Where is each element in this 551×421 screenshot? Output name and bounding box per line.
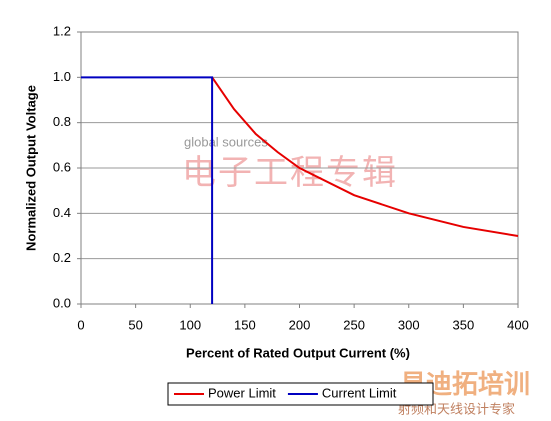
legend-label: Power Limit: [208, 385, 276, 400]
x-tick-label: 150: [234, 317, 256, 332]
y-axis-title: Normalized Output Voltage: [23, 85, 38, 251]
x-tick-label: 200: [289, 317, 311, 332]
x-tick-label: 250: [343, 317, 365, 332]
x-tick-label: 300: [398, 317, 420, 332]
x-tick-label: 0: [77, 317, 84, 332]
x-tick-label: 50: [128, 317, 142, 332]
watermark: 电子工程专辑: [182, 154, 398, 192]
y-tick-label: 0.0: [53, 295, 71, 310]
x-tick-label: 350: [453, 317, 475, 332]
x-axis-title: Percent of Rated Output Current (%): [186, 345, 410, 360]
x-tick-label: 400: [507, 317, 529, 332]
legend-label: Current Limit: [322, 385, 397, 400]
watermark: global sources: [184, 134, 268, 149]
y-tick-label: 0.4: [53, 205, 71, 220]
y-tick-label: 1.0: [53, 69, 71, 84]
y-tick-label: 0.2: [53, 250, 71, 265]
y-tick-label: 0.8: [53, 114, 71, 129]
x-tick-label: 100: [179, 317, 201, 332]
series-line: [81, 76, 214, 304]
y-tick-label: 0.6: [53, 159, 71, 174]
y-tick-label: 1.2: [53, 23, 71, 38]
series-line: [211, 76, 519, 237]
